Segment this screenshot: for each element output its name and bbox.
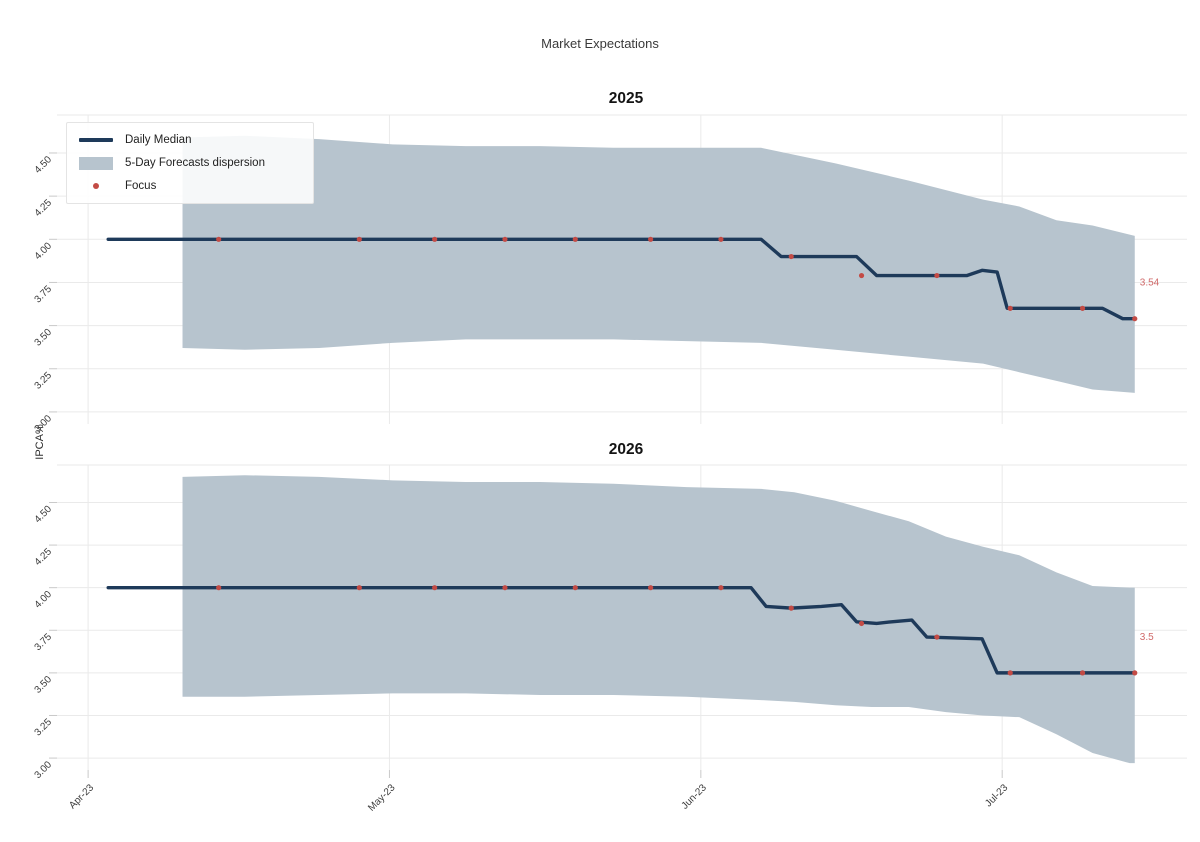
y-tick-label: 4.50 [33,154,55,176]
y-tick-label: 3.25 [33,370,55,392]
y-tick-label: 4.00 [33,240,55,262]
legend-label: 5-Day Forecasts dispersion [125,157,265,169]
endpoint-value-label: 3.54 [1140,278,1160,289]
daily-median-line-swatch [79,138,113,142]
focus-dot [788,605,794,611]
y-tick-label: 4.50 [33,504,55,526]
dispersion-band [182,475,1135,764]
y-tick-label: 3.00 [33,759,55,781]
subplot-2025: 3.00 3.25 3.50 3.75 4.00 4.25 4.50 3.54 [33,114,1187,435]
x-tick-label: Apr-23 [67,782,96,811]
focus-dot [502,585,508,591]
median-line [106,237,1137,321]
focus-dot [934,272,940,279]
y-tick-label: 3.75 [33,631,55,653]
figure-title: Market Expectations [541,36,659,51]
subplot-2026: 3.00 3.25 3.50 3.75 4.00 4.25 4.50 Apr-23 May-23… [33,464,1187,814]
dispersion-band-swatch [79,156,113,170]
focus-dot [934,634,940,640]
focus-dot [572,236,578,242]
focus-dot [718,585,724,591]
x-tick-label: Jun-23 [680,782,710,812]
legend-label: Focus [125,180,157,192]
y-tick-label: 3.25 [33,717,55,739]
y-tick-label: 4.25 [33,197,55,219]
focus-dot [432,236,438,242]
focus-dot [572,585,578,591]
focus-dot [1007,670,1013,676]
focus-dot [648,585,654,591]
legend: Daily Median 5-Day Forecasts dispersion … [66,122,314,204]
focus-dot [216,236,222,242]
subplot-title-2026: 2026 [608,441,644,458]
focus-dot [1132,316,1138,322]
focus-dot [356,585,362,591]
focus-dot [216,585,222,591]
y-tick-label: 3.75 [33,283,55,305]
focus-dot [502,236,508,242]
focus-dot [858,620,865,627]
y-tick-label: 3.00 [33,413,55,435]
focus-dot [858,272,865,279]
y-tick-label: 3.50 [33,327,55,349]
endpoint-value-label: 3.5 [1140,632,1154,643]
y-tick-label: 4.00 [33,589,55,611]
median-line [106,585,1137,675]
x-tick-label: Jul-23 [983,782,1010,809]
legend-item-focus: Focus [79,178,301,194]
legend-item-daily-median: Daily Median [79,132,301,148]
legend-label: Daily Median [125,134,192,146]
focus-dot [718,236,724,242]
focus-dot [1132,670,1138,676]
y-tick-label: 3.50 [33,674,55,696]
x-tick-label: May-23 [366,782,398,814]
legend-item-dispersion: 5-Day Forecasts dispersion [79,155,301,171]
y-tick-label: 4.25 [33,546,55,568]
subplot-title-2025: 2025 [608,90,644,107]
focus-dot [1079,305,1086,311]
focus-dot [356,236,362,242]
focus-dot-swatch [79,183,113,189]
focus-dot [1079,670,1086,676]
focus-dots [216,236,1138,322]
focus-dot [432,585,438,591]
focus-dot [788,253,794,260]
focus-dot [1007,305,1013,311]
dispersion-band [182,135,1135,393]
focus-dot [648,236,654,242]
focus-dots [216,585,1138,676]
